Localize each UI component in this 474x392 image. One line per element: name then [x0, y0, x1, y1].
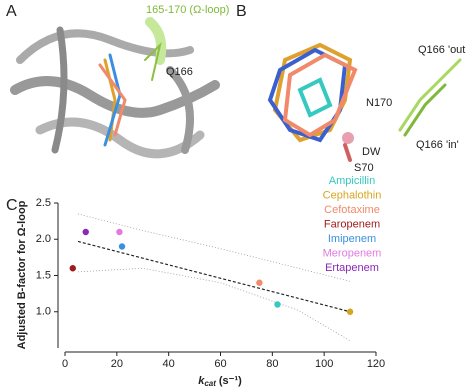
- y-tick-label: 1.0: [36, 306, 51, 318]
- legend-entry: Imipenem: [328, 233, 376, 245]
- legend-entry: Faropenem: [324, 218, 380, 230]
- y-tick-label: 2.0: [36, 233, 51, 245]
- x-tick-label: 60: [214, 358, 226, 370]
- annotation: 165-170 (Ω-loop): [146, 4, 229, 16]
- annotation: Q166: [166, 66, 193, 78]
- panel-label: A: [6, 3, 17, 20]
- data-point: [256, 279, 263, 286]
- data-point: [82, 228, 89, 236]
- protein-structure-a: [10, 17, 220, 159]
- data-point: [116, 228, 123, 236]
- legend-entry: Meropenem: [323, 247, 382, 259]
- fit-line: [77, 240, 351, 313]
- ligand-overlay-b: [267, 42, 462, 162]
- x-tick-label: 0: [62, 358, 68, 370]
- x-label-unit: (s⁻¹): [219, 375, 242, 387]
- annotation: DW: [362, 146, 381, 158]
- annotation: Q166 'in': [416, 139, 459, 151]
- x-tick-label: 80: [266, 358, 278, 370]
- legend-entry: Cephalothin: [323, 189, 382, 201]
- x-tick-label: 20: [111, 358, 123, 370]
- data-point: [69, 265, 76, 272]
- confidence-band: [77, 213, 351, 282]
- x-tick-label: 120: [367, 358, 385, 370]
- legend-entry: Ertapenem: [325, 262, 379, 274]
- x-label-subscript: cat: [204, 379, 216, 388]
- x-axis-label: kcat (s⁻¹): [198, 375, 242, 388]
- data-point: [118, 243, 126, 250]
- x-label-symbol: k: [198, 375, 205, 387]
- x-tick-label: 100: [315, 358, 333, 370]
- data-point: [274, 301, 281, 308]
- annotation: Q166 'out: [418, 44, 465, 56]
- data-point: [346, 308, 354, 315]
- y-tick-label: 1.5: [36, 269, 51, 281]
- panel-label: C: [6, 197, 18, 214]
- annotation: N170: [366, 97, 392, 109]
- y-tick-label: 2.5: [36, 197, 51, 209]
- legend-entry: Cefotaxime: [324, 204, 380, 216]
- legend-entry: Ampicillin: [329, 175, 375, 187]
- panel-label: B: [236, 3, 247, 20]
- annotation: S70: [354, 162, 374, 174]
- confidence-band: [77, 267, 351, 342]
- y-axis-label: Adjusted B-factor for Ω-loop: [16, 200, 28, 349]
- scatter-chart: 1.0 1.5 2.0 2.5 0 20 40 60 80 100 120 Adjusted B-fa…: [16, 175, 385, 388]
- x-tick-label: 40: [163, 358, 175, 370]
